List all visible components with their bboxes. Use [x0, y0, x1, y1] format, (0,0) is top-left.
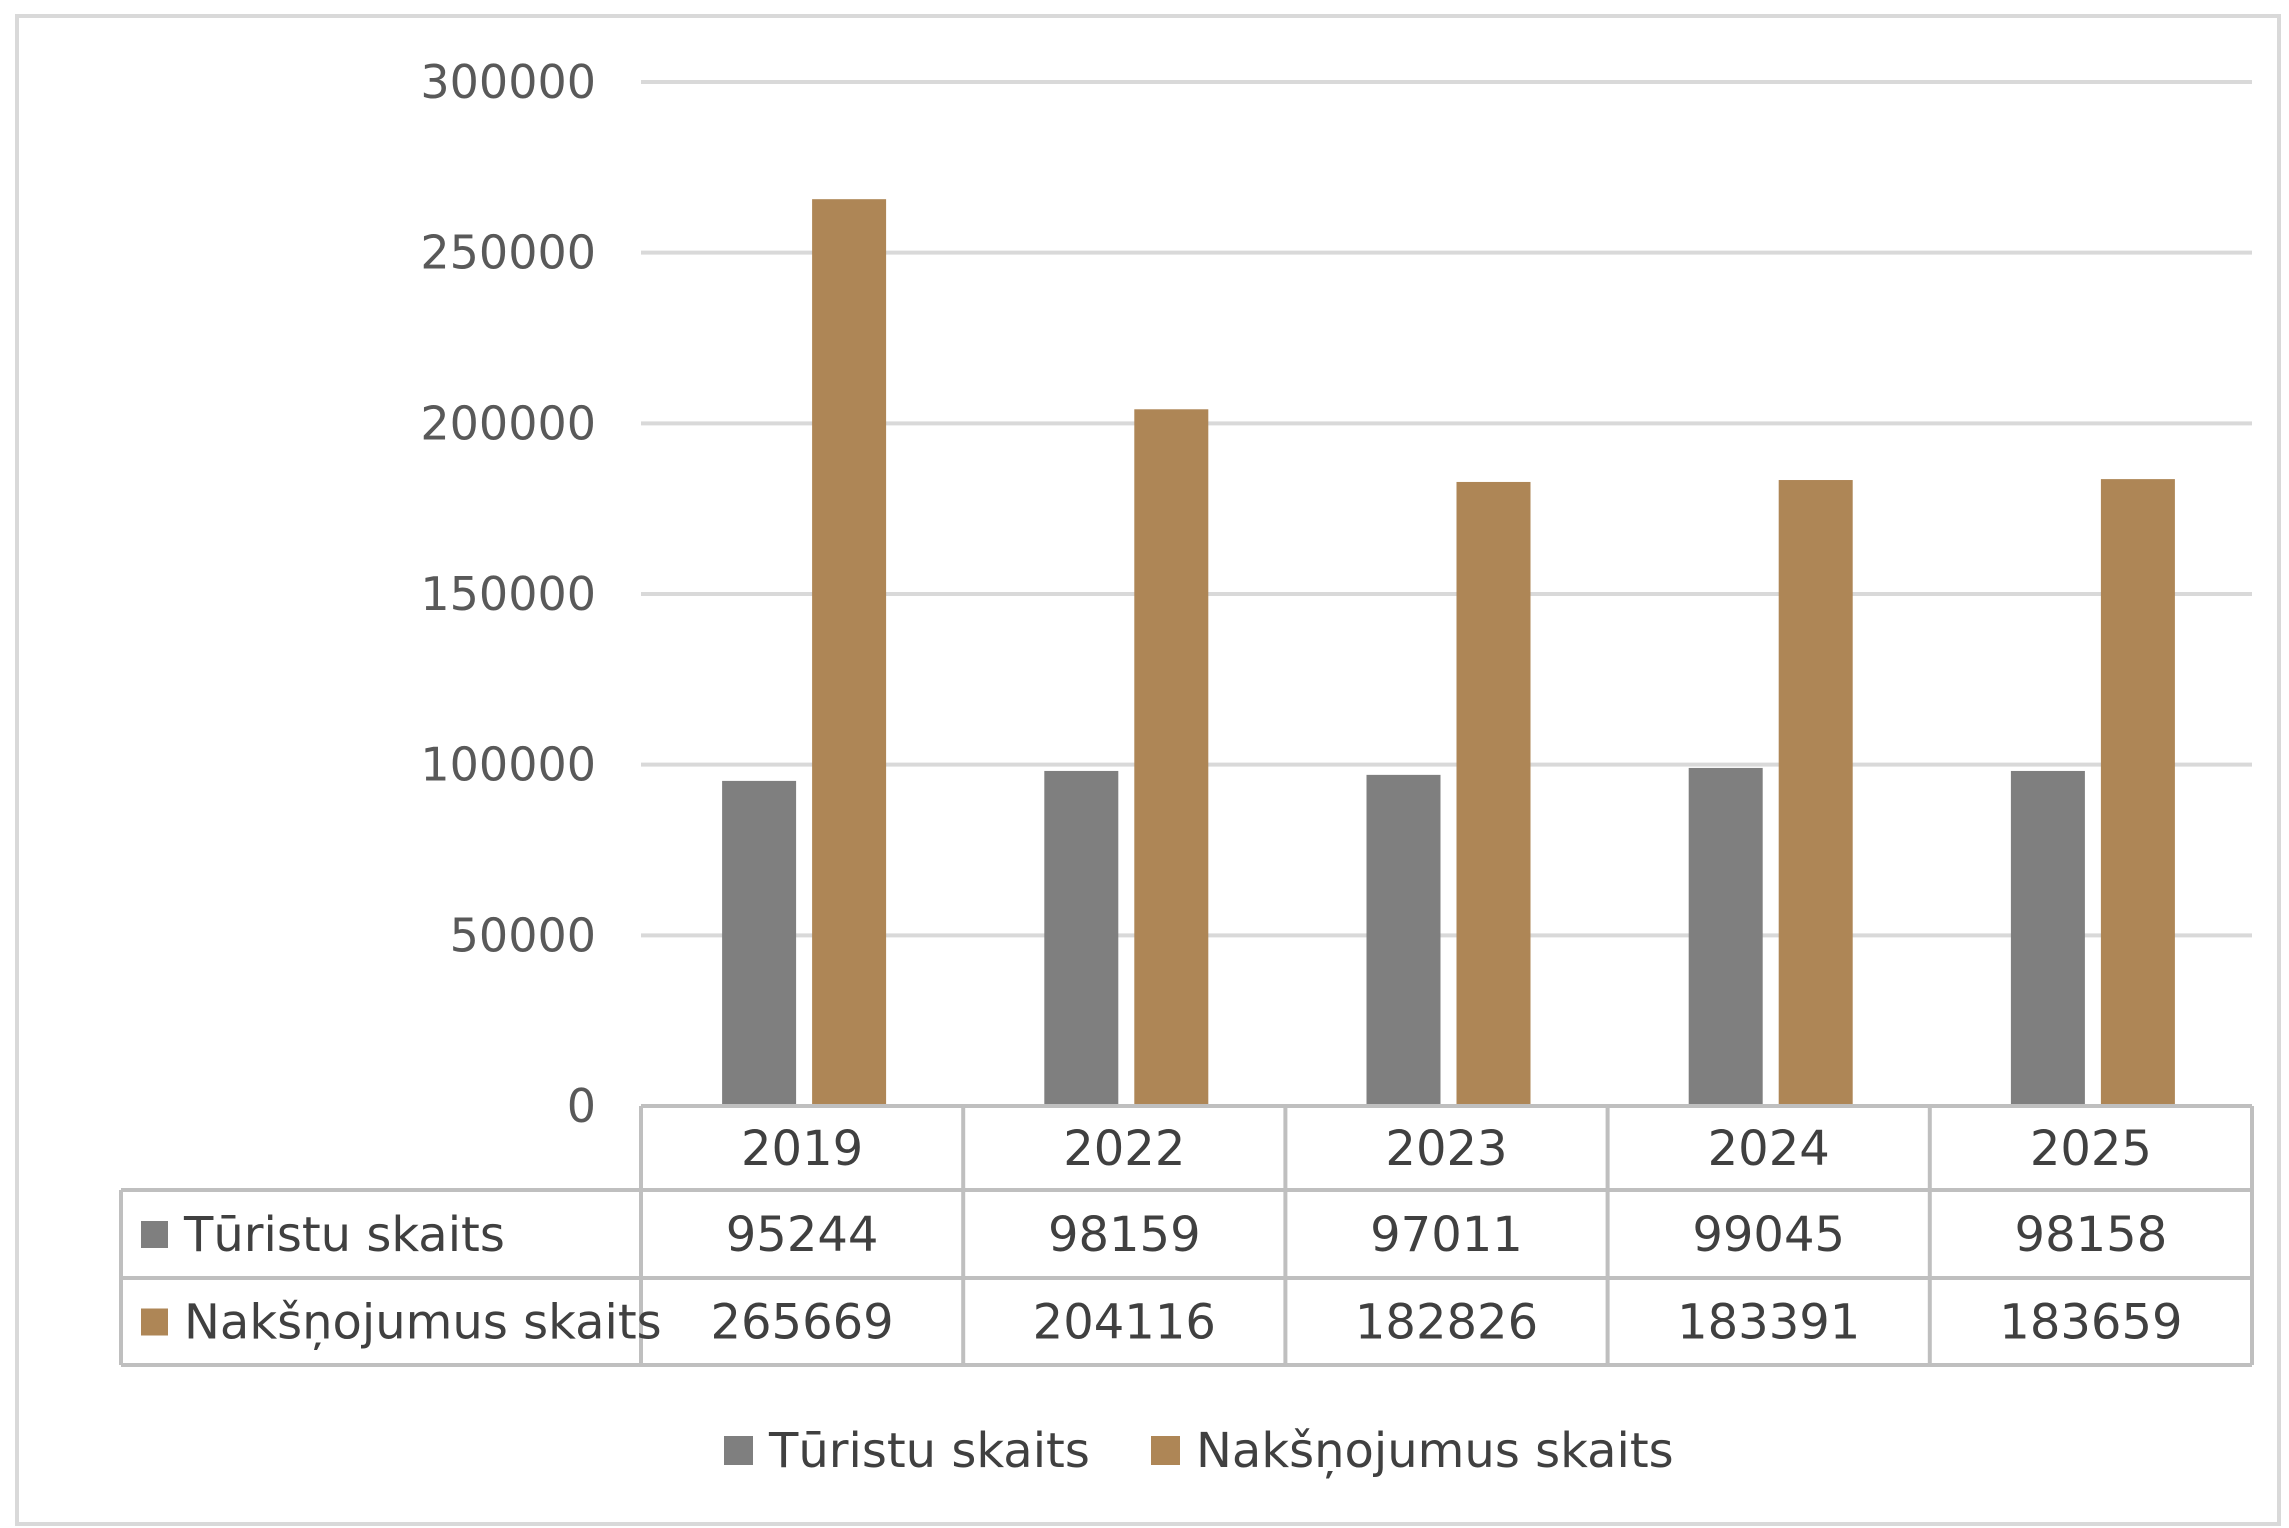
x-tick-label: 2023 [1385, 1121, 1507, 1177]
bar[interactable] [1778, 480, 1853, 1106]
x-tick-label: 2022 [1063, 1121, 1185, 1177]
y-tick-label: 0 [567, 1079, 596, 1133]
data-label: 98158 [2015, 1207, 2168, 1263]
data-label: 98159 [1048, 1207, 1201, 1263]
y-tick-label: 50000 [450, 908, 596, 962]
bar[interactable] [1134, 409, 1209, 1106]
data-label: 183391 [1677, 1295, 1860, 1351]
data-label: 95244 [726, 1207, 879, 1263]
bar[interactable] [1688, 767, 1763, 1106]
chart-area: 0 50000 100000 150000 200000 250000 300000 2019… [15, 14, 2281, 1526]
x-tick-label: 2024 [1708, 1121, 1830, 1177]
data-label: 99045 [1692, 1207, 1845, 1263]
x-tick-label: 2019 [741, 1121, 863, 1177]
legend-key [724, 1436, 753, 1465]
data-label: 204116 [1033, 1295, 1216, 1351]
y-tick-label: 200000 [420, 396, 596, 450]
legend-label: Tūristu skaits [768, 1423, 1090, 1479]
bar[interactable] [722, 780, 797, 1106]
legend-label: Nakšņojumus skaits [1196, 1423, 1674, 1479]
y-tick-label: 250000 [420, 226, 596, 280]
bar[interactable] [2010, 770, 2085, 1106]
x-tick-label: 2025 [2030, 1121, 2152, 1177]
y-tick-label: 100000 [420, 738, 596, 792]
bar[interactable] [1456, 481, 1531, 1106]
data-label: 183659 [1999, 1295, 2182, 1351]
chart-border [15, 14, 2281, 1526]
data-label: 97011 [1370, 1207, 1523, 1263]
table-legend-key [141, 1308, 168, 1336]
bar[interactable] [2100, 479, 2175, 1107]
data-label: 182826 [1355, 1295, 1538, 1351]
y-tick-label: 300000 [420, 55, 596, 109]
data-label: 265669 [710, 1295, 893, 1351]
bar[interactable] [812, 199, 887, 1106]
legend-key [1151, 1436, 1180, 1465]
y-tick-label: 150000 [420, 567, 596, 621]
table-row-label: Nakšņojumus skaits [184, 1295, 662, 1351]
bar[interactable] [1044, 770, 1119, 1106]
bar[interactable] [1366, 774, 1441, 1106]
table-row-label: Tūristu skaits [183, 1207, 505, 1263]
table-legend-key [141, 1221, 168, 1248]
